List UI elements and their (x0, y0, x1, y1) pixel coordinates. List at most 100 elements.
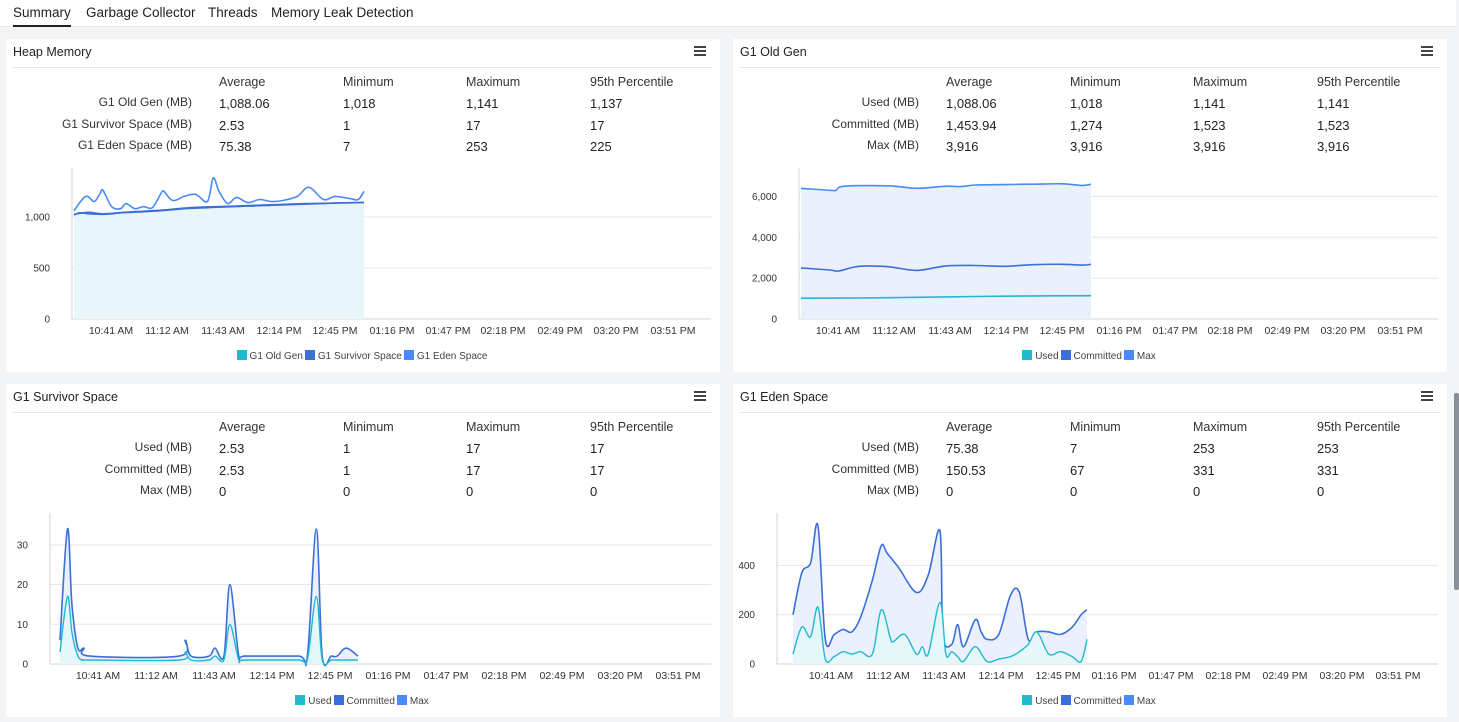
column-header: Minimum (1070, 420, 1121, 434)
y-tick-label: 4,000 (752, 233, 777, 244)
stat-value: 331 (1317, 463, 1339, 478)
hamburger-menu-icon[interactable] (1421, 46, 1433, 56)
heap-panel: Heap Memory Average Minimum Maximum 95th Per… (6, 39, 720, 372)
chart-legend: Used Committed Max (6, 695, 720, 707)
legend-item[interactable]: Committed (333, 695, 395, 707)
legend-item[interactable]: Max (1123, 350, 1156, 362)
series-line-committed[interactable] (800, 263, 1092, 272)
series-line-g1-eden-space[interactable] (73, 177, 365, 212)
legend-item[interactable]: G1 Survivor Space (304, 350, 402, 362)
column-header: Minimum (343, 75, 394, 89)
x-tick-label: 01:16 PM (366, 670, 411, 682)
hamburger-menu-icon[interactable] (1421, 391, 1433, 401)
stat-value: 1,088.06 (946, 96, 997, 111)
stat-value: 1,523 (1317, 118, 1350, 133)
stat-value: 3,916 (946, 139, 979, 154)
x-tick-label: 02:18 PM (482, 670, 527, 682)
series-line-used[interactable] (800, 294, 1092, 299)
stat-value: 0 (946, 484, 954, 499)
x-tick-label: 12:45 PM (1040, 325, 1085, 337)
legend-item[interactable]: Used (1022, 695, 1059, 707)
column-header: Maximum (466, 75, 521, 89)
x-tick-label: 03:51 PM (656, 670, 701, 682)
legend-swatch (1022, 350, 1033, 360)
eden-panel: G1 Eden Space Average Minimum Maximum 95th P… (733, 384, 1447, 717)
x-tick-label: 03:20 PM (1321, 325, 1366, 337)
heap-chart: 0 500 1,000 10:41 AM 11:12 AM 11:43 AM 12:14 P… (25, 168, 711, 337)
legend-swatch (295, 695, 306, 705)
legend-item[interactable]: Max (1123, 695, 1156, 707)
series-area-max (801, 183, 1091, 319)
stat-value: 2.53 (219, 118, 245, 133)
stat-value: 0 (1070, 484, 1078, 499)
stat-row-label: Max (MB) (867, 138, 919, 152)
x-tick-label: 02:49 PM (1263, 670, 1308, 682)
stat-value: 3,916 (1193, 139, 1226, 154)
divider (13, 67, 713, 68)
stat-row-label: Used (MB) (134, 440, 192, 454)
y-tick-label: 30 (17, 540, 29, 551)
x-tick-label: 01:16 PM (1097, 325, 1142, 337)
x-tick-label: 02:18 PM (1208, 325, 1253, 337)
x-tick-label: 10:41 AM (89, 325, 133, 337)
legend-item[interactable]: Committed (1060, 350, 1122, 362)
stat-value: 1,088.06 (219, 96, 270, 111)
stat-value: 1,141 (466, 96, 499, 111)
panel-title: G1 Eden Space (740, 390, 829, 404)
series-line-used[interactable] (59, 595, 358, 666)
stat-row-label: Max (MB) (140, 483, 192, 497)
legend-label: G1 Survivor Space (317, 351, 402, 362)
series-line-used[interactable] (792, 601, 1088, 664)
stat-value: 2.53 (219, 441, 245, 456)
series-line-max[interactable] (800, 182, 1092, 192)
column-header: Average (219, 420, 266, 434)
legend-swatch (1060, 695, 1071, 705)
hamburger-menu-icon[interactable] (694, 46, 706, 56)
stat-value: 1,137 (590, 96, 623, 111)
y-tick-label: 0 (22, 660, 28, 671)
stat-value: 253 (1317, 441, 1339, 456)
x-tick-label: 03:51 PM (651, 325, 696, 337)
x-tick-label: 02:49 PM (1265, 325, 1310, 337)
stat-value: 1,453.94 (946, 118, 997, 133)
stat-value: 2.53 (219, 463, 245, 478)
legend-label: Used (308, 696, 332, 707)
x-tick-label: 12:45 PM (308, 670, 353, 682)
legend-item[interactable]: G1 Eden Space (403, 350, 487, 362)
y-tick-label: 0 (44, 315, 50, 326)
y-tick-label: 0 (749, 660, 755, 671)
x-tick-label: 01:16 PM (1092, 670, 1137, 682)
legend-item[interactable]: Max (396, 695, 429, 707)
hamburger-menu-icon[interactable] (694, 391, 706, 401)
column-header: Minimum (343, 420, 394, 434)
legend-item[interactable]: Used (295, 695, 332, 707)
scrollbar-track[interactable] (1453, 27, 1459, 722)
legend-item[interactable]: G1 Old Gen (236, 350, 303, 362)
y-tick-label: 200 (738, 610, 755, 621)
x-tick-label: 01:47 PM (1149, 670, 1194, 682)
x-tick-label: 11:12 AM (145, 325, 189, 337)
series-line-g1-survivor-space[interactable] (73, 201, 365, 216)
chart-legend: G1 Old Gen G1 Survivor Space G1 Eden Space (6, 350, 720, 362)
tab-garbage-collector[interactable]: Garbage Collector (86, 5, 196, 20)
stat-value: 3,916 (1070, 139, 1103, 154)
column-header: 95th Percentile (590, 75, 674, 89)
eden-chart: 0 200 400 10:41 AM 11:12 AM 11:43 AM 12:14 PM 1… (738, 513, 1438, 682)
x-tick-label: 01:47 PM (426, 325, 471, 337)
legend-item[interactable]: Used (1022, 350, 1059, 362)
column-header: Minimum (1070, 75, 1121, 89)
x-tick-label: 11:43 AM (192, 670, 236, 682)
y-tick-label: 20 (17, 580, 29, 591)
divider (13, 412, 713, 413)
tab-threads[interactable]: Threads (208, 5, 258, 20)
tab-memory-leak-detection[interactable]: Memory Leak Detection (271, 5, 414, 20)
y-tick-label: 500 (33, 263, 50, 274)
x-tick-label: 02:49 PM (540, 670, 585, 682)
tab-summary[interactable]: Summary (13, 5, 71, 27)
stat-value: 17 (590, 463, 605, 478)
legend-label: Committed (1073, 351, 1122, 362)
legend-item[interactable]: Committed (1060, 695, 1122, 707)
stat-value: 17 (590, 441, 605, 456)
scrollbar-thumb[interactable] (1454, 393, 1459, 590)
stat-value: 225 (590, 139, 612, 154)
